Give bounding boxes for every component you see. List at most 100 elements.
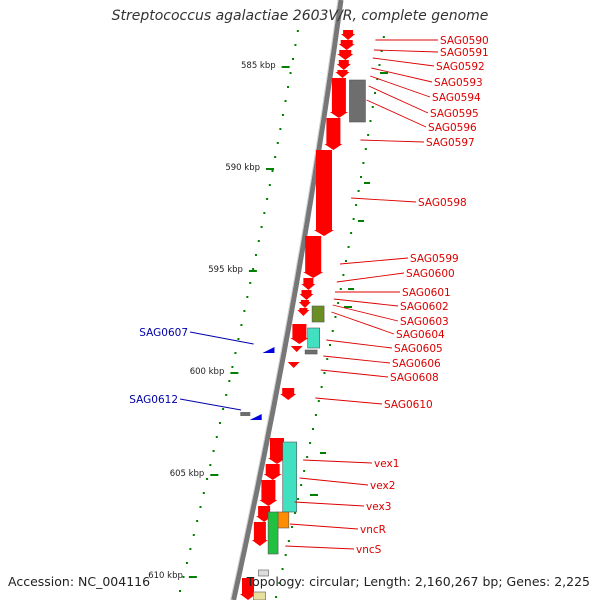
- gene-arrow-sag0596[interactable]: [324, 118, 343, 150]
- gc-peak-mark: [310, 494, 318, 496]
- gene-arrow-sag0604[interactable]: [290, 324, 309, 344]
- gene-label-sag0604[interactable]: SAG0604: [396, 329, 445, 341]
- gene-arrow-sag0597[interactable]: [314, 150, 334, 236]
- gene-arrow-sag0594[interactable]: [335, 70, 350, 78]
- gene-label-sag0600[interactable]: SAG0600: [406, 268, 455, 280]
- gene-label-vex1[interactable]: vex1: [374, 458, 399, 470]
- label-leader-line: [303, 459, 373, 464]
- gene-arrow-sag0595[interactable]: [329, 78, 348, 118]
- gc-dot-right: [284, 554, 287, 556]
- gene-label-sag0594[interactable]: SAG0594: [432, 92, 481, 104]
- label-leader-line: [326, 339, 393, 349]
- gene-arrow-sag0590[interactable]: [341, 30, 356, 40]
- label-leader-line: [179, 398, 242, 411]
- gene-arrow-sag0612[interactable]: [249, 414, 262, 420]
- scale-tick-label: 590 kbp: [225, 163, 260, 173]
- gene-label-sag0591[interactable]: SAG0591: [440, 47, 489, 59]
- feature-block-gray-small: [304, 349, 318, 355]
- scale-tick-label: 605 kbp: [170, 469, 205, 479]
- gene-arrow-vex2[interactable]: [263, 464, 282, 480]
- gene-label-sag0590[interactable]: SAG0590: [440, 35, 489, 47]
- gc-dot-left: [263, 212, 266, 214]
- gc-dot-left: [271, 170, 274, 172]
- gene-arrow-sag0600[interactable]: [299, 290, 314, 300]
- gene-label-sag0606[interactable]: SAG0606: [392, 358, 441, 370]
- gene-label-sag0608[interactable]: SAG0608: [390, 372, 439, 384]
- gc-dot-left: [231, 366, 234, 368]
- gene-label-sag0593[interactable]: SAG0593: [434, 77, 483, 89]
- gene-label-sag0603[interactable]: SAG0603: [400, 316, 449, 328]
- gc-dot-right: [360, 176, 363, 178]
- gene-label-sag0602[interactable]: SAG0602: [400, 301, 449, 313]
- feature-block-gray-rev: [240, 412, 251, 416]
- feature-block-orange: [276, 511, 290, 529]
- gc-dot-left: [294, 44, 297, 46]
- gc-dot-left: [296, 30, 299, 32]
- gene-label-sag0599[interactable]: SAG0599: [410, 253, 459, 265]
- scale-tick-label: 600 kbp: [190, 367, 225, 377]
- scale-tick-mark: [188, 576, 197, 578]
- gene-label-sag0605[interactable]: SAG0605: [394, 343, 443, 355]
- gc-dot-left: [268, 184, 271, 186]
- scale-tick-mark: [281, 66, 290, 68]
- gc-dot-left: [196, 520, 199, 522]
- gc-dot-left: [254, 254, 257, 256]
- gene-label-vncs[interactable]: vncS: [356, 544, 382, 556]
- gene-arrow-vex3[interactable]: [259, 480, 278, 506]
- gene-arrow-partial[interactable]: [240, 578, 256, 600]
- gene-label-sag0595[interactable]: SAG0595: [430, 108, 479, 120]
- label-leader-line: [189, 331, 254, 345]
- gc-dot-right: [371, 106, 374, 108]
- gene-arrow-sag0606[interactable]: [287, 362, 300, 368]
- gene-arrow-sag0593[interactable]: [336, 60, 351, 70]
- gc-dot-right: [326, 358, 329, 360]
- gc-dot-right: [300, 484, 303, 486]
- gc-dot-left: [234, 352, 237, 354]
- gc-dot-left: [189, 548, 192, 550]
- gc-dot-right: [369, 120, 372, 122]
- gene-arrow-sag0607[interactable]: [262, 347, 275, 353]
- gene-arrow-sag0610[interactable]: [280, 388, 297, 400]
- gene-label-vncr[interactable]: vncR: [360, 524, 386, 536]
- gene-label-sag0597[interactable]: SAG0597: [426, 137, 475, 149]
- gc-dot-right: [312, 428, 315, 430]
- gene-arrow-vncS[interactable]: [251, 522, 268, 546]
- gene-arrow-sag0602[interactable]: [297, 308, 310, 316]
- gc-dot-right: [344, 260, 347, 262]
- gene-arrow-sag0599[interactable]: [301, 278, 316, 290]
- feature-block-green: [267, 511, 279, 555]
- gc-dot-left: [182, 576, 185, 578]
- gc-dot-right: [323, 372, 326, 374]
- gene-arrow-sag0605[interactable]: [290, 346, 303, 352]
- gene-label-sag0596[interactable]: SAG0596: [428, 122, 477, 134]
- label-leader-line: [360, 139, 425, 143]
- gene-arrow-vex1[interactable]: [268, 438, 286, 464]
- gene-label-sag0607[interactable]: SAG0607: [139, 327, 188, 339]
- gc-dot-right: [362, 162, 365, 164]
- gene-label-vex2[interactable]: vex2: [370, 480, 395, 492]
- gc-dot-right: [306, 456, 309, 458]
- gc-dot-left: [252, 268, 255, 270]
- gene-arrow-sag0591[interactable]: [338, 40, 355, 50]
- gc-dot-right: [275, 596, 278, 598]
- gc-dot-left: [237, 338, 240, 340]
- accession-label: Accession: NC_004116: [8, 574, 151, 589]
- gene-arrow-sag0598[interactable]: [303, 236, 324, 278]
- gene-label-sag0601[interactable]: SAG0601: [402, 287, 451, 299]
- scale-tick-label: 585 kbp: [241, 61, 276, 71]
- gene-label-sag0612[interactable]: SAG0612: [129, 394, 178, 406]
- gene-label-sag0592[interactable]: SAG0592: [436, 61, 485, 73]
- gene-arrow-sag0592[interactable]: [337, 50, 354, 60]
- label-leader-line: [323, 355, 391, 364]
- gc-dot-left: [246, 296, 249, 298]
- label-leader-line: [315, 397, 383, 405]
- gc-dot-right: [357, 190, 360, 192]
- gene-label-sag0610[interactable]: SAG0610: [384, 399, 433, 411]
- gene-label-vex3[interactable]: vex3: [366, 501, 391, 513]
- gc-peak-mark: [320, 452, 326, 454]
- gc-dot-right: [337, 302, 340, 304]
- gene-label-sag0598[interactable]: SAG0598: [418, 197, 467, 209]
- gc-dot-right: [382, 36, 385, 38]
- gene-arrow-sag0601[interactable]: [298, 300, 311, 308]
